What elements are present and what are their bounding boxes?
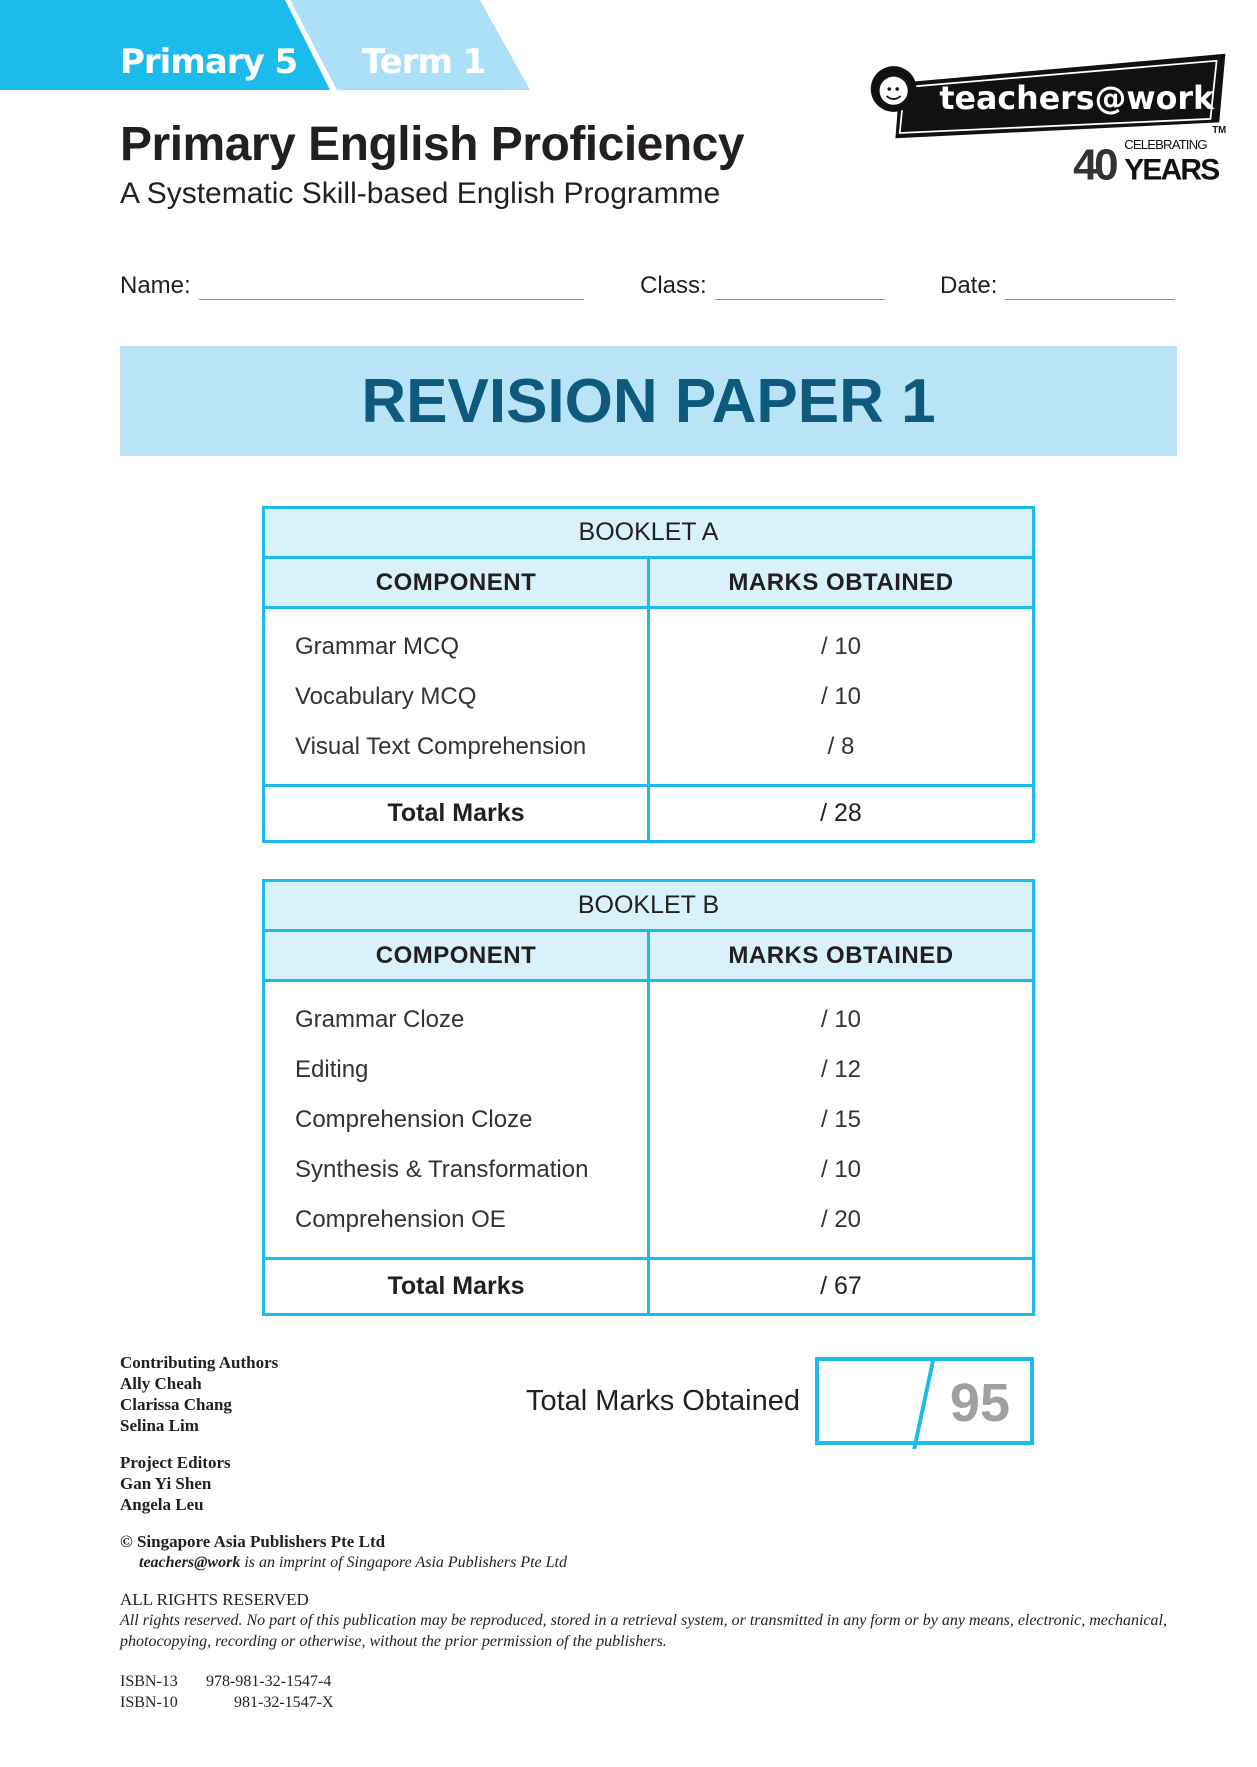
date-label: Date:	[940, 272, 998, 299]
component-name: Grammar Cloze	[262, 994, 650, 1045]
table-row: Comprehension OE/ 20	[262, 1194, 1035, 1245]
name-field[interactable]: Name:	[120, 272, 584, 300]
component-name: Vocabulary MCQ	[262, 671, 650, 722]
svg-text:40: 40	[1073, 141, 1117, 184]
isbn10: 981-32-1547-X	[234, 1694, 334, 1711]
marks-cell[interactable]: / 10	[647, 621, 1035, 672]
author: Ally Cheah	[120, 1374, 202, 1393]
booklet-b-table: BOOKLET B COMPONENT MARKS OBTAINED Gramma…	[262, 879, 1035, 1316]
booklet-title: BOOKLET A	[262, 506, 1035, 559]
table-row: Comprehension Cloze/ 15	[262, 1094, 1035, 1145]
marks-cell[interactable]: / 12	[647, 1044, 1035, 1095]
component-name: Grammar MCQ	[262, 621, 650, 672]
isbn10-label: ISBN-10	[120, 1694, 178, 1711]
component-name: Visual Text Comprehension	[262, 721, 650, 772]
editors-block: Project Editors Gan Yi Shen Angela Leu	[120, 1452, 231, 1515]
isbn13-label: ISBN-13	[120, 1673, 178, 1690]
total-label: Total Marks	[262, 1257, 650, 1316]
isbn-block: ISBN-13 978-981-32-1547-4 ISBN-10 981-32-1…	[120, 1671, 334, 1713]
table-row: Synthesis & Transformation/ 10	[262, 1144, 1035, 1195]
component-name: Comprehension OE	[262, 1194, 650, 1245]
class-label: Class:	[640, 272, 707, 299]
level-band	[0, 0, 330, 90]
page-subtitle: A Systematic Skill-based English Program…	[120, 177, 721, 210]
teachers-at-work-logo: teachers@work TM 40 CELEBRATING YEARS	[870, 53, 1226, 184]
class-field[interactable]: Class:	[640, 272, 885, 300]
page-title: Primary English Proficiency	[120, 118, 745, 171]
copyright-block: © Singapore Asia Publishers Pte Ltd teac…	[120, 1531, 567, 1573]
marks-header: MARKS OBTAINED	[647, 556, 1035, 609]
marks-cell[interactable]: / 10	[647, 671, 1035, 722]
component-name: Comprehension Cloze	[262, 1094, 650, 1145]
total-label: Total Marks	[262, 784, 650, 843]
name-label: Name:	[120, 272, 191, 299]
level-label: Primary 5	[120, 42, 298, 82]
editors-label: Project Editors	[120, 1453, 231, 1472]
total-marks-cell[interactable]: / 28	[647, 784, 1035, 843]
component-name: Editing	[262, 1044, 650, 1095]
total-marks-value: 95	[949, 1373, 1010, 1433]
table-row: Grammar MCQ/ 10	[262, 621, 1035, 672]
marks-cell[interactable]: / 8	[647, 721, 1035, 772]
marks-cell[interactable]: / 15	[647, 1094, 1035, 1145]
term-label: Term 1	[362, 42, 486, 82]
component-header: COMPONENT	[262, 929, 650, 982]
table-row: Vocabulary MCQ/ 10	[262, 671, 1035, 722]
editor: Gan Yi Shen	[120, 1474, 212, 1493]
date-field[interactable]: Date:	[940, 272, 1176, 300]
svg-text:teachers@work: teachers@work	[939, 81, 1215, 117]
table-row: Grammar Cloze/ 10	[262, 994, 1035, 1045]
marks-cell[interactable]: / 10	[647, 994, 1035, 1045]
author: Clarissa Chang	[120, 1395, 232, 1414]
marks-header: MARKS OBTAINED	[647, 929, 1035, 982]
booklet-a-table: BOOKLET A COMPONENT MARKS OBTAINED Gramma…	[262, 506, 1035, 843]
table-row: Visual Text Comprehension/ 8	[262, 721, 1035, 772]
total-marks-box: 95	[815, 1357, 1034, 1449]
imprint-brand: teachers@work	[139, 1554, 241, 1571]
authors-label: Contributing Authors	[120, 1353, 279, 1372]
svg-text:YEARS: YEARS	[1124, 154, 1219, 184]
total-marks-label: Total Marks Obtained	[525, 1385, 800, 1417]
booklet-title: BOOKLET B	[262, 879, 1035, 932]
total-row: Total Marks/ 67	[262, 1257, 1035, 1316]
author: Selina Lim	[120, 1416, 199, 1435]
component-name: Synthesis & Transformation	[262, 1144, 650, 1195]
rights-block: ALL RIGHTS RESERVED All rights reserved.…	[120, 1589, 1180, 1652]
editor: Angela Leu	[120, 1495, 204, 1514]
authors-block: Contributing Authors Ally Cheah Clarissa…	[120, 1352, 278, 1436]
svg-text:CELEBRATING: CELEBRATING	[1124, 137, 1207, 152]
isbn13: 978-981-32-1547-4	[206, 1673, 332, 1690]
marks-cell[interactable]: / 10	[647, 1144, 1035, 1195]
paper-title-banner: REVISION PAPER 1	[120, 346, 1177, 456]
rights-text: All rights reserved. No part of this pub…	[120, 1612, 1167, 1650]
svg-text:TM: TM	[1212, 125, 1226, 136]
slash-divider	[912, 1357, 936, 1449]
table-row: Editing/ 12	[262, 1044, 1035, 1095]
component-header: COMPONENT	[262, 556, 650, 609]
total-row: Total Marks/ 28	[262, 784, 1035, 843]
rights-label: ALL RIGHTS RESERVED	[120, 1590, 309, 1609]
marks-cell[interactable]: / 20	[647, 1194, 1035, 1245]
imprint-text: is an imprint of Singapore Asia Publishe…	[240, 1554, 567, 1571]
total-marks-cell[interactable]: / 67	[647, 1257, 1035, 1316]
copyright: © Singapore Asia Publishers Pte Ltd	[120, 1532, 386, 1551]
